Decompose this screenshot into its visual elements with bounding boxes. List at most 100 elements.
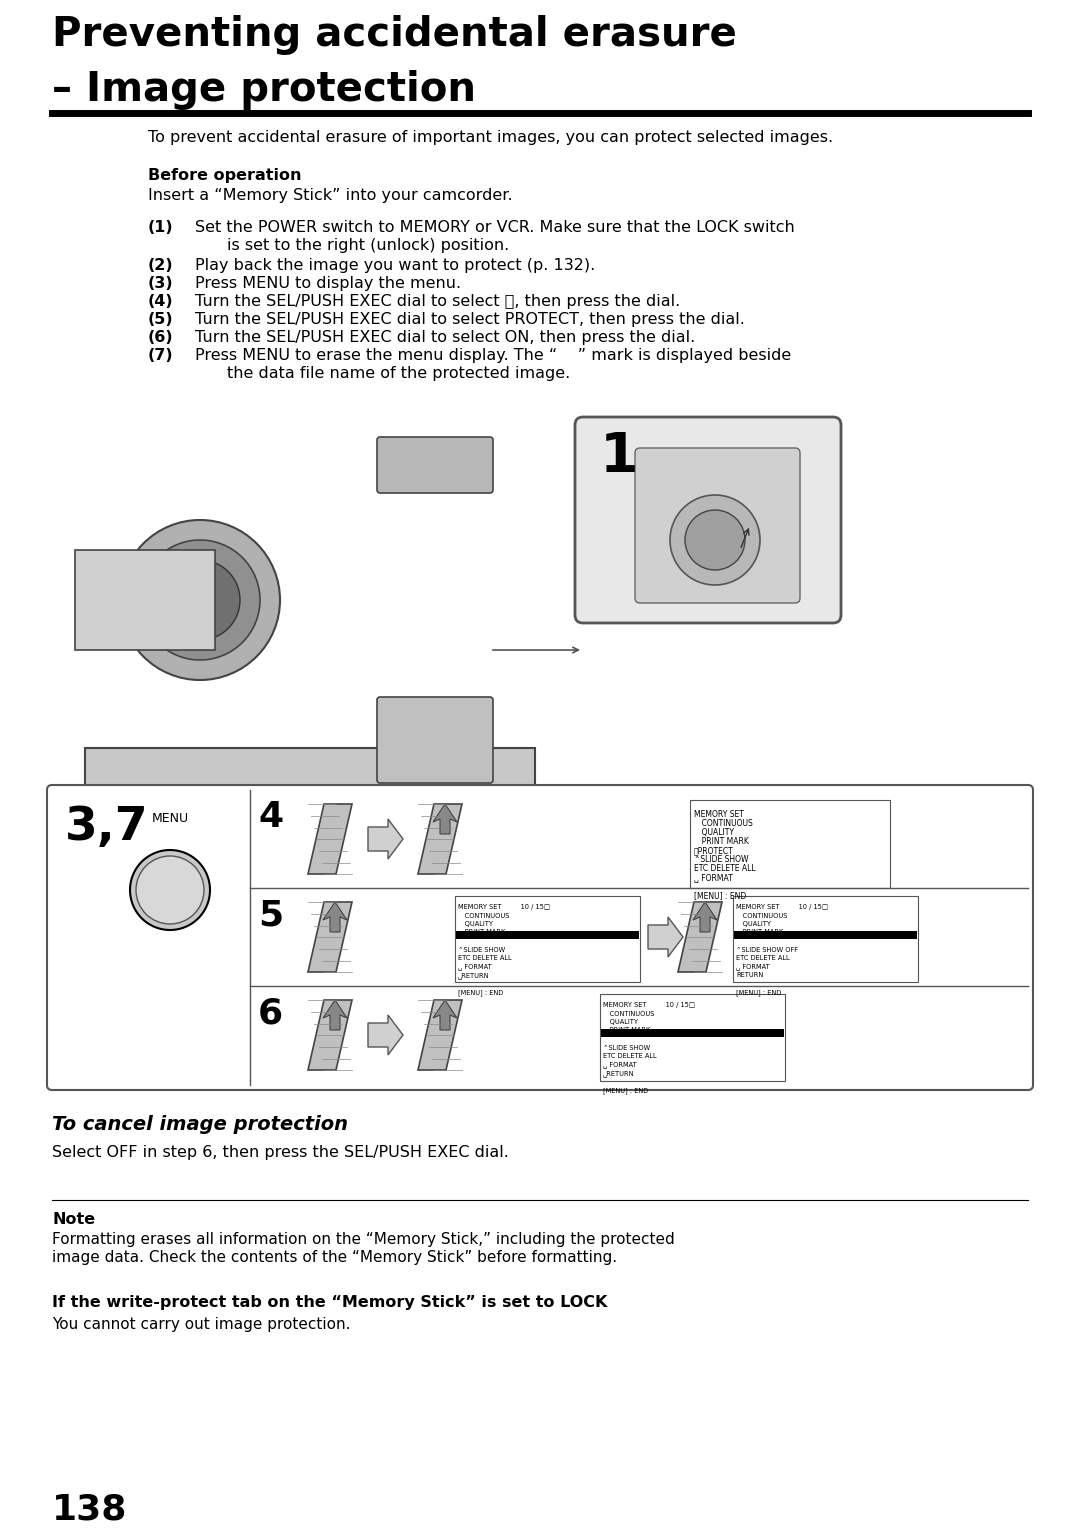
Circle shape xyxy=(136,856,204,924)
Circle shape xyxy=(160,559,240,640)
Circle shape xyxy=(140,539,260,660)
Text: To prevent accidental erasure of important images, you can protect selected imag: To prevent accidental erasure of importa… xyxy=(148,130,833,145)
Text: ⎕PROTECT       ON: ⎕PROTECT ON xyxy=(603,1036,663,1042)
Text: ␣ FORMAT: ␣ FORMAT xyxy=(458,964,491,970)
Text: ETC DELETE ALL: ETC DELETE ALL xyxy=(735,955,789,961)
Text: ⌃SLIDE SHOW: ⌃SLIDE SHOW xyxy=(694,856,748,863)
Text: QUALITY: QUALITY xyxy=(603,1019,638,1025)
Polygon shape xyxy=(693,902,717,932)
FancyBboxPatch shape xyxy=(575,417,841,623)
Text: If the write-protect tab on the “Memory Stick” is set to LOCK: If the write-protect tab on the “Memory … xyxy=(52,1296,607,1309)
FancyBboxPatch shape xyxy=(733,895,918,983)
Text: Formatting erases all information on the “Memory Stick,” including the protected: Formatting erases all information on the… xyxy=(52,1232,675,1247)
Text: MEMORY SET         10 / 15□: MEMORY SET 10 / 15□ xyxy=(735,905,828,911)
Polygon shape xyxy=(308,902,352,972)
Text: CONTINUOUS: CONTINUOUS xyxy=(735,912,787,918)
Text: ⌃SLIDE SHOW: ⌃SLIDE SHOW xyxy=(458,946,505,952)
Text: (7): (7) xyxy=(148,348,174,364)
Text: QUALITY: QUALITY xyxy=(458,921,492,927)
FancyBboxPatch shape xyxy=(377,697,492,782)
Text: You cannot carry out image protection.: You cannot carry out image protection. xyxy=(52,1317,351,1332)
Polygon shape xyxy=(308,999,352,1070)
Text: [MENU] : END: [MENU] : END xyxy=(694,891,746,900)
Bar xyxy=(600,1028,784,1038)
Text: Turn the SEL/PUSH EXEC dial to select ⎕, then press the dial.: Turn the SEL/PUSH EXEC dial to select ⎕,… xyxy=(195,293,680,309)
Text: ⎕PROTECT       ON: ⎕PROTECT ON xyxy=(735,938,796,944)
Polygon shape xyxy=(418,999,462,1070)
Polygon shape xyxy=(368,819,403,859)
Circle shape xyxy=(670,495,760,585)
FancyBboxPatch shape xyxy=(690,801,890,888)
Text: CONTINUOUS: CONTINUOUS xyxy=(458,912,510,918)
Polygon shape xyxy=(418,804,462,874)
Text: ⌃SLIDE SHOW: ⌃SLIDE SHOW xyxy=(603,1045,650,1051)
Text: CONTINUOUS: CONTINUOUS xyxy=(694,819,753,828)
Text: MENU: MENU xyxy=(151,811,189,825)
Text: is set to the right (unlock) position.: is set to the right (unlock) position. xyxy=(227,238,510,254)
Text: ETC DELETE ALL: ETC DELETE ALL xyxy=(603,1053,657,1059)
Text: Set the POWER switch to MEMORY or VCR. Make sure that the LOCK switch: Set the POWER switch to MEMORY or VCR. M… xyxy=(195,220,795,235)
Text: (1): (1) xyxy=(148,220,174,235)
Text: [MENU] : END: [MENU] : END xyxy=(603,1086,648,1094)
Text: PRINT MARK: PRINT MARK xyxy=(603,1027,650,1033)
FancyBboxPatch shape xyxy=(600,995,785,1080)
Text: 138: 138 xyxy=(52,1491,127,1526)
Text: image data. Check the contents of the “Memory Stick” before formatting.: image data. Check the contents of the “M… xyxy=(52,1250,617,1265)
Text: (6): (6) xyxy=(148,330,174,345)
Text: PRINT MARK: PRINT MARK xyxy=(694,837,748,847)
Text: MEMORY SET: MEMORY SET xyxy=(694,810,744,819)
Text: ␣ FORMAT: ␣ FORMAT xyxy=(735,964,770,970)
Text: Before operation: Before operation xyxy=(148,168,301,183)
Text: 5: 5 xyxy=(258,898,283,932)
Polygon shape xyxy=(368,1015,403,1054)
Polygon shape xyxy=(678,902,723,972)
Text: RETURN: RETURN xyxy=(735,972,764,978)
Polygon shape xyxy=(85,749,535,1068)
Polygon shape xyxy=(308,804,352,874)
Text: ␣ FORMAT: ␣ FORMAT xyxy=(603,1062,637,1068)
Text: MEMORY SET         10 / 15□: MEMORY SET 10 / 15□ xyxy=(458,905,550,911)
FancyBboxPatch shape xyxy=(75,550,215,649)
FancyBboxPatch shape xyxy=(635,448,800,604)
Text: PRINT MARK: PRINT MARK xyxy=(735,929,783,935)
Bar xyxy=(456,931,639,940)
Text: Select OFF in step 6, then press the SEL/PUSH EXEC dial.: Select OFF in step 6, then press the SEL… xyxy=(52,1144,509,1160)
Text: [MENU] : END: [MENU] : END xyxy=(735,989,781,996)
Text: ETC DELETE ALL: ETC DELETE ALL xyxy=(694,863,756,872)
FancyBboxPatch shape xyxy=(377,437,492,494)
Text: 4: 4 xyxy=(258,801,283,834)
Text: 3,7: 3,7 xyxy=(65,805,149,850)
Polygon shape xyxy=(433,804,457,834)
FancyBboxPatch shape xyxy=(60,440,550,779)
Text: QUALITY: QUALITY xyxy=(735,921,771,927)
Polygon shape xyxy=(323,902,347,932)
Circle shape xyxy=(130,850,210,931)
Text: Press MENU to display the menu.: Press MENU to display the menu. xyxy=(195,277,461,290)
FancyBboxPatch shape xyxy=(455,895,640,983)
Text: (3): (3) xyxy=(148,277,174,290)
Text: Note: Note xyxy=(52,1212,95,1227)
Text: (4): (4) xyxy=(148,293,174,309)
Text: (2): (2) xyxy=(148,258,174,274)
Text: ⎕PROTECT       OFF: ⎕PROTECT OFF xyxy=(458,938,521,944)
Text: ␣RETURN: ␣RETURN xyxy=(603,1070,635,1077)
Text: PRINT MARK: PRINT MARK xyxy=(458,929,505,935)
Text: [MENU] : END: [MENU] : END xyxy=(458,989,503,996)
Text: Press MENU to erase the menu display. The “    ” mark is displayed beside: Press MENU to erase the menu display. Th… xyxy=(195,348,792,364)
Text: To cancel image protection: To cancel image protection xyxy=(52,1115,348,1134)
Polygon shape xyxy=(433,999,457,1030)
Text: MEMORY SET         10 / 15□: MEMORY SET 10 / 15□ xyxy=(603,1002,696,1008)
Text: Preventing accidental erasure: Preventing accidental erasure xyxy=(52,15,737,55)
Text: ETC DELETE ALL: ETC DELETE ALL xyxy=(458,955,512,961)
Text: – Image protection: – Image protection xyxy=(52,70,476,110)
Polygon shape xyxy=(648,917,683,957)
Bar xyxy=(734,931,917,940)
Text: Play back the image you want to protect (p. 132).: Play back the image you want to protect … xyxy=(195,258,595,274)
Text: ␣ FORMAT: ␣ FORMAT xyxy=(694,872,732,882)
Text: QUALITY: QUALITY xyxy=(694,828,734,837)
Text: ␣RETURN: ␣RETURN xyxy=(458,972,489,979)
Text: 6: 6 xyxy=(258,996,283,1030)
Polygon shape xyxy=(323,999,347,1030)
Text: Turn the SEL/PUSH EXEC dial to select ON, then press the dial.: Turn the SEL/PUSH EXEC dial to select ON… xyxy=(195,330,696,345)
Circle shape xyxy=(120,520,280,680)
